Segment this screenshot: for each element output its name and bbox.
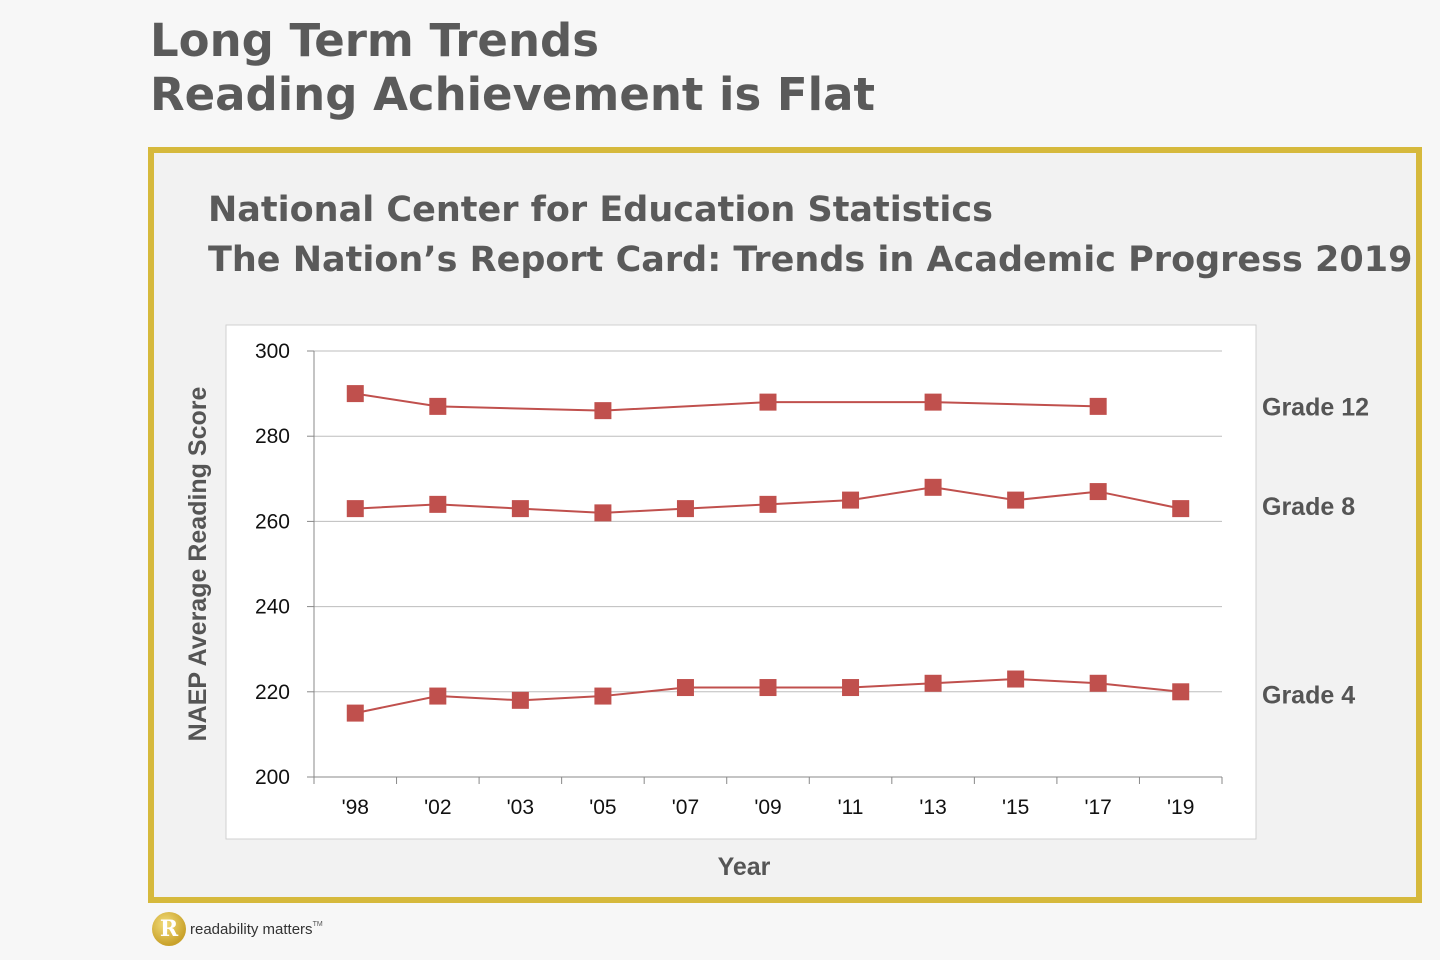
data-point-marker: [842, 491, 860, 509]
data-point-marker: [429, 687, 447, 705]
data-point-marker: [1089, 674, 1107, 692]
line-chart: 200 220 240 260 280 300 '98 '02 '03 '05 '07 '09 '11 '…: [184, 324, 1369, 881]
x-tick-label: '98: [342, 796, 369, 819]
plot-area: [225, 324, 1257, 840]
x-tick-label: '19: [1167, 796, 1194, 819]
chart-frame: National Center for Education Statistics…: [148, 147, 1422, 903]
source-line-2: The Nation’s Report Card: Trends in Acad…: [208, 240, 1413, 280]
data-point-marker: [594, 687, 612, 705]
x-tick-label: '02: [424, 796, 451, 819]
data-point-marker: [1089, 397, 1107, 415]
data-point-marker: [346, 385, 364, 403]
data-point-marker: [1089, 483, 1107, 501]
data-point-marker: [429, 397, 447, 415]
footer-logo: R readability mattersTM: [152, 912, 323, 946]
logo-trademark: TM: [312, 920, 323, 928]
y-tick-label: 200: [255, 766, 290, 789]
data-point-marker: [1172, 500, 1190, 518]
readability-logo-icon: R: [152, 912, 186, 946]
data-point-marker: [676, 500, 694, 518]
x-tick-label: '13: [919, 796, 946, 819]
data-point-marker: [676, 679, 694, 697]
data-point-marker: [759, 393, 777, 411]
y-tick-label: 280: [255, 425, 290, 448]
x-tick-label: '07: [672, 796, 699, 819]
series-label: Grade 4: [1262, 681, 1355, 709]
data-point-marker: [346, 500, 364, 518]
data-point-marker: [1007, 491, 1025, 509]
data-point-marker: [842, 679, 860, 697]
series-label: Grade 8: [1262, 493, 1355, 521]
data-point-marker: [1172, 683, 1190, 701]
slide-title: Long Term Trends Reading Achievement is …: [150, 14, 875, 122]
x-tick-label: '15: [1002, 796, 1029, 819]
x-tick-label: '09: [754, 796, 781, 819]
data-point-marker: [429, 495, 447, 513]
series-grade-8: [346, 478, 1190, 522]
x-tick-label: '03: [507, 796, 534, 819]
source-heading: National Center for Education Statistics…: [208, 185, 1412, 285]
series-grade-4: [346, 670, 1190, 722]
data-point-marker: [594, 402, 612, 420]
data-point-marker: [924, 478, 942, 496]
series-grade-12: [346, 385, 1107, 420]
y-axis-title: NAEP Average Reading Score: [184, 387, 212, 742]
slide-title-line-1: Long Term Trends: [150, 14, 599, 67]
logo-text: readability mattersTM: [190, 921, 323, 938]
series-line: [355, 392, 1099, 412]
data-point-marker: [511, 691, 529, 709]
data-point-marker: [511, 500, 529, 518]
x-tick-label: '11: [838, 796, 864, 819]
data-point-marker: [924, 393, 942, 411]
data-point-marker: [594, 504, 612, 522]
data-point-marker: [759, 679, 777, 697]
series-label: Grade 12: [1262, 394, 1369, 422]
x-tick-label: '17: [1084, 796, 1111, 819]
y-tick-label: 240: [255, 596, 290, 619]
logo-name: readability matters: [190, 920, 313, 938]
data-point-marker: [346, 704, 364, 722]
y-tick-label: 220: [255, 681, 290, 704]
x-tick-label: '05: [589, 796, 616, 819]
slide-title-line-2: Reading Achievement is Flat: [150, 68, 875, 121]
data-point-marker: [1007, 670, 1025, 688]
y-tick-label: 300: [255, 340, 290, 363]
data-point-marker: [759, 495, 777, 513]
data-point-marker: [924, 674, 942, 692]
source-line-1: National Center for Education Statistics: [208, 190, 993, 230]
y-tick-label: 260: [255, 510, 290, 533]
x-axis-title: Year: [718, 853, 771, 881]
